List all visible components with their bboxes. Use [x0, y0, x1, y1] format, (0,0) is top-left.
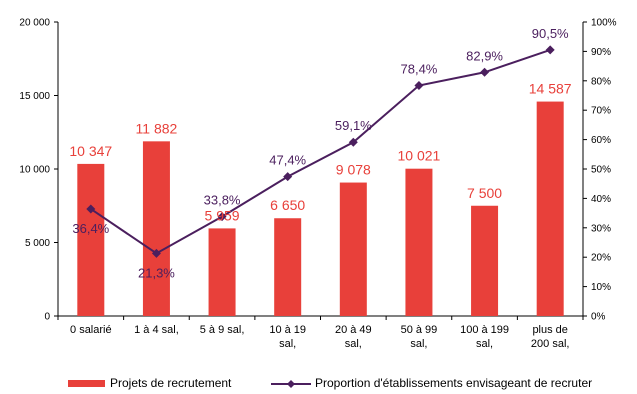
proportion-marker [414, 81, 424, 91]
proportion-marker [545, 45, 555, 55]
x-category-label: 50 à 99 [401, 324, 438, 336]
proportion-marker [86, 204, 96, 214]
x-category-label: sal, [410, 338, 427, 350]
bar-value-label: 6 650 [270, 197, 305, 213]
legend-bar-label: Projets de recrutement [110, 376, 232, 390]
right-tick-label: 50% [591, 165, 611, 176]
proportion-marker [283, 172, 293, 182]
bar-value-label: 5 959 [205, 207, 240, 223]
bar [142, 141, 170, 316]
x-category-label: sal, [345, 338, 362, 350]
x-category-label: sal, [279, 338, 296, 350]
proportion-marker [217, 212, 227, 222]
line-value-label: 21,3% [138, 265, 175, 280]
legend-bar-swatch [68, 380, 105, 387]
x-category-label: 0 salarié [70, 324, 112, 336]
x-category-label: plus de [532, 324, 567, 336]
right-tick-label: 70% [591, 106, 611, 117]
left-tick-label: 5 000 [25, 238, 50, 249]
line-value-label: 33,8% [204, 193, 241, 208]
bar [471, 205, 499, 316]
proportion-marker [480, 67, 490, 77]
right-tick-label: 40% [591, 194, 611, 205]
x-category-label: 1 à 4 sal, [134, 324, 179, 336]
x-category-label: 5 à 9 sal, [200, 324, 245, 336]
line-value-label: 78,4% [401, 62, 438, 77]
bar [208, 228, 236, 316]
left-tick-label: 20 000 [19, 18, 50, 29]
right-tick-label: 90% [591, 47, 611, 58]
left-tick-label: 15 000 [19, 91, 50, 102]
bar-value-label: 10 347 [69, 143, 112, 159]
line-value-label: 90,5% [532, 26, 569, 41]
proportion-marker [151, 248, 161, 258]
bar [77, 163, 105, 316]
left-tick-label: 10 000 [19, 165, 50, 176]
x-category-label: 20 à 49 [335, 324, 372, 336]
line-value-label: 47,4% [269, 153, 306, 168]
x-category-label: 100 à 199 [460, 324, 509, 336]
x-category-label: sal, [476, 338, 493, 350]
legend-line-marker [287, 380, 295, 388]
right-tick-label: 20% [591, 253, 611, 264]
legend-line-label: Proportion d'établissements envisageant … [315, 376, 592, 390]
line-value-label: 59,1% [335, 118, 372, 133]
right-tick-label: 100% [591, 18, 617, 29]
right-tick-label: 10% [591, 282, 611, 293]
bar-value-label: 14 587 [529, 81, 572, 97]
line-value-label: 36,4% [72, 221, 109, 236]
right-tick-label: 0% [591, 312, 606, 323]
line-value-label: 82,9% [466, 48, 503, 63]
bar-value-label: 7 500 [467, 185, 502, 201]
right-tick-label: 80% [591, 76, 611, 87]
bar [405, 168, 433, 316]
proportion-line [90, 48, 551, 255]
bar-value-label: 11 882 [136, 120, 178, 136]
right-tick-label: 60% [591, 135, 611, 146]
x-category-label: 10 à 19 [269, 324, 306, 336]
x-category-label: 200 sal, [531, 338, 570, 350]
proportion-marker [348, 137, 358, 147]
right-tick-label: 30% [591, 223, 611, 234]
bar [339, 182, 367, 316]
bar-value-label: 10 021 [398, 148, 441, 164]
bar [536, 101, 564, 316]
bar-value-label: 9 078 [336, 162, 371, 178]
left-tick-label: 0 [44, 312, 50, 323]
bar [274, 218, 302, 316]
